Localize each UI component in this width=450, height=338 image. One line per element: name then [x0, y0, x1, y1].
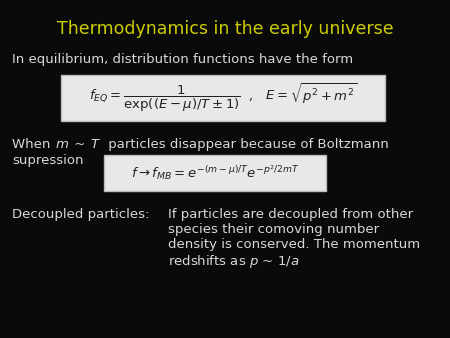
Text: redshifts as $p$ ~ 1/$a$: redshifts as $p$ ~ 1/$a$: [168, 253, 299, 270]
Text: species their comoving number: species their comoving number: [168, 223, 379, 236]
Text: ~: ~: [70, 138, 90, 151]
Text: particles disappear because of Boltzmann: particles disappear because of Boltzmann: [104, 138, 389, 151]
Text: supression: supression: [12, 154, 84, 167]
Text: $m$: $m$: [55, 138, 69, 151]
Text: $f_{EQ} = \dfrac{1}{\exp((E-\mu)/T \pm 1)}$  ,   $E = \sqrt{p^2 + m^2}$: $f_{EQ} = \dfrac{1}{\exp((E-\mu)/T \pm 1…: [89, 82, 357, 114]
Text: $T$: $T$: [90, 138, 101, 151]
Text: Thermodynamics in the early universe: Thermodynamics in the early universe: [57, 20, 393, 38]
Text: When: When: [12, 138, 54, 151]
Text: $f \rightarrow f_{MB} = e^{-(m-\mu)/T} e^{-p^2/2mT}$: $f \rightarrow f_{MB} = e^{-(m-\mu)/T} e…: [130, 164, 299, 183]
Text: density is conserved. The momentum: density is conserved. The momentum: [168, 238, 420, 251]
Text: In equilibrium, distribution functions have the form: In equilibrium, distribution functions h…: [12, 53, 353, 66]
Text: Decoupled particles:: Decoupled particles:: [12, 208, 149, 221]
FancyBboxPatch shape: [61, 75, 385, 121]
Text: If particles are decoupled from other: If particles are decoupled from other: [168, 208, 413, 221]
FancyBboxPatch shape: [104, 155, 326, 191]
